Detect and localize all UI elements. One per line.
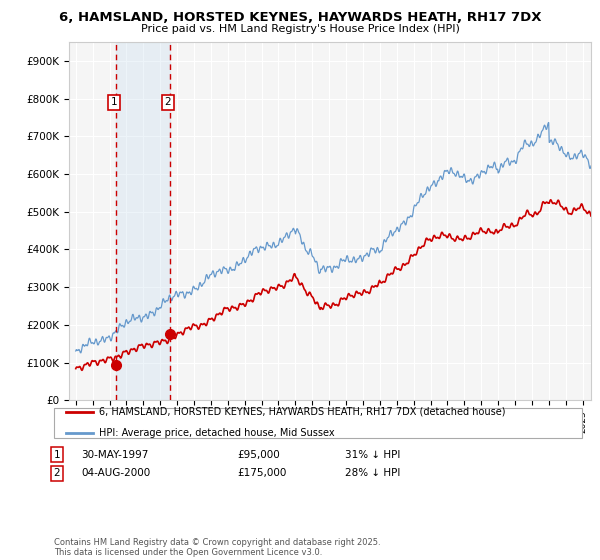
- Text: 04-AUG-2000: 04-AUG-2000: [81, 468, 150, 478]
- Text: 28% ↓ HPI: 28% ↓ HPI: [345, 468, 400, 478]
- Text: Price paid vs. HM Land Registry's House Price Index (HPI): Price paid vs. HM Land Registry's House …: [140, 24, 460, 34]
- Text: HPI: Average price, detached house, Mid Sussex: HPI: Average price, detached house, Mid …: [99, 428, 335, 438]
- Text: 6, HAMSLAND, HORSTED KEYNES, HAYWARDS HEATH, RH17 7DX: 6, HAMSLAND, HORSTED KEYNES, HAYWARDS HE…: [59, 11, 541, 24]
- Text: 1: 1: [53, 450, 61, 460]
- Text: 2: 2: [164, 97, 171, 108]
- Bar: [116, 42, 170, 400]
- Text: £95,000: £95,000: [237, 450, 280, 460]
- Text: Contains HM Land Registry data © Crown copyright and database right 2025.
This d: Contains HM Land Registry data © Crown c…: [54, 538, 380, 557]
- Text: 6, HAMSLAND, HORSTED KEYNES, HAYWARDS HEATH, RH17 7DX (detached house): 6, HAMSLAND, HORSTED KEYNES, HAYWARDS HE…: [99, 407, 505, 417]
- Text: 30-MAY-1997: 30-MAY-1997: [81, 450, 148, 460]
- Text: 2: 2: [53, 468, 61, 478]
- Text: 1: 1: [110, 97, 117, 108]
- Text: £175,000: £175,000: [237, 468, 286, 478]
- Text: 31% ↓ HPI: 31% ↓ HPI: [345, 450, 400, 460]
